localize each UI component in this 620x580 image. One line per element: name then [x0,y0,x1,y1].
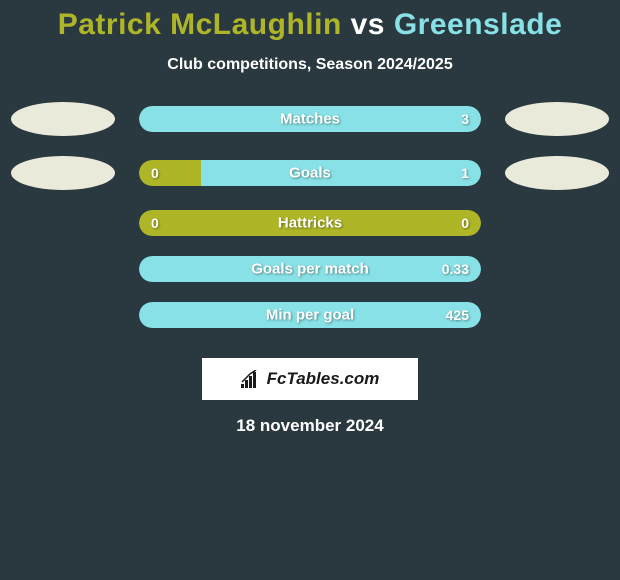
stat-row: Matches 3 [0,102,620,136]
player2-avatar [505,102,609,136]
stat-bar: Min per goal 425 [139,302,481,328]
player1-avatar [11,102,115,136]
player1-avatar [11,156,115,190]
footer-date: 18 november 2024 [0,416,620,436]
stat-bar: Matches 3 [139,106,481,132]
stat-label: Hattricks [278,215,342,232]
stat-row: Goals per match 0.33 [0,256,620,282]
page-title: Patrick McLaughlin vs Greenslade [0,8,620,42]
stat-row: Min per goal 425 [0,302,620,328]
subtitle: Club competitions, Season 2024/2025 [0,56,620,74]
stat-value-right: 1 [461,165,469,181]
stat-label: Min per goal [266,307,354,324]
stat-bar: Goals per match 0.33 [139,256,481,282]
stat-value-left: 0 [151,165,159,181]
player2-avatar [505,156,609,190]
stat-bar: 0 Hattricks 0 [139,210,481,236]
chart-icon [241,370,263,388]
vs-text: vs [351,8,385,41]
stat-label: Goals [289,165,331,182]
footer-logo[interactable]: FcTables.com [202,358,418,400]
stat-value-right: 0 [461,215,469,231]
stat-row: 0 Goals 1 [0,156,620,190]
stat-label: Matches [280,111,340,128]
stat-label: Goals per match [251,261,369,278]
stat-value-right: 0.33 [442,261,469,277]
footer-logo-text: FcTables.com [267,369,380,389]
player1-name: Patrick McLaughlin [58,8,342,41]
stat-value-right: 425 [446,307,469,323]
stat-value-left: 0 [151,215,159,231]
stat-value-right: 3 [461,111,469,127]
player2-name: Greenslade [394,8,562,41]
comparison-widget: Patrick McLaughlin vs Greenslade Club co… [0,0,620,436]
stat-row: 0 Hattricks 0 [0,210,620,236]
stat-bar: 0 Goals 1 [139,160,481,186]
